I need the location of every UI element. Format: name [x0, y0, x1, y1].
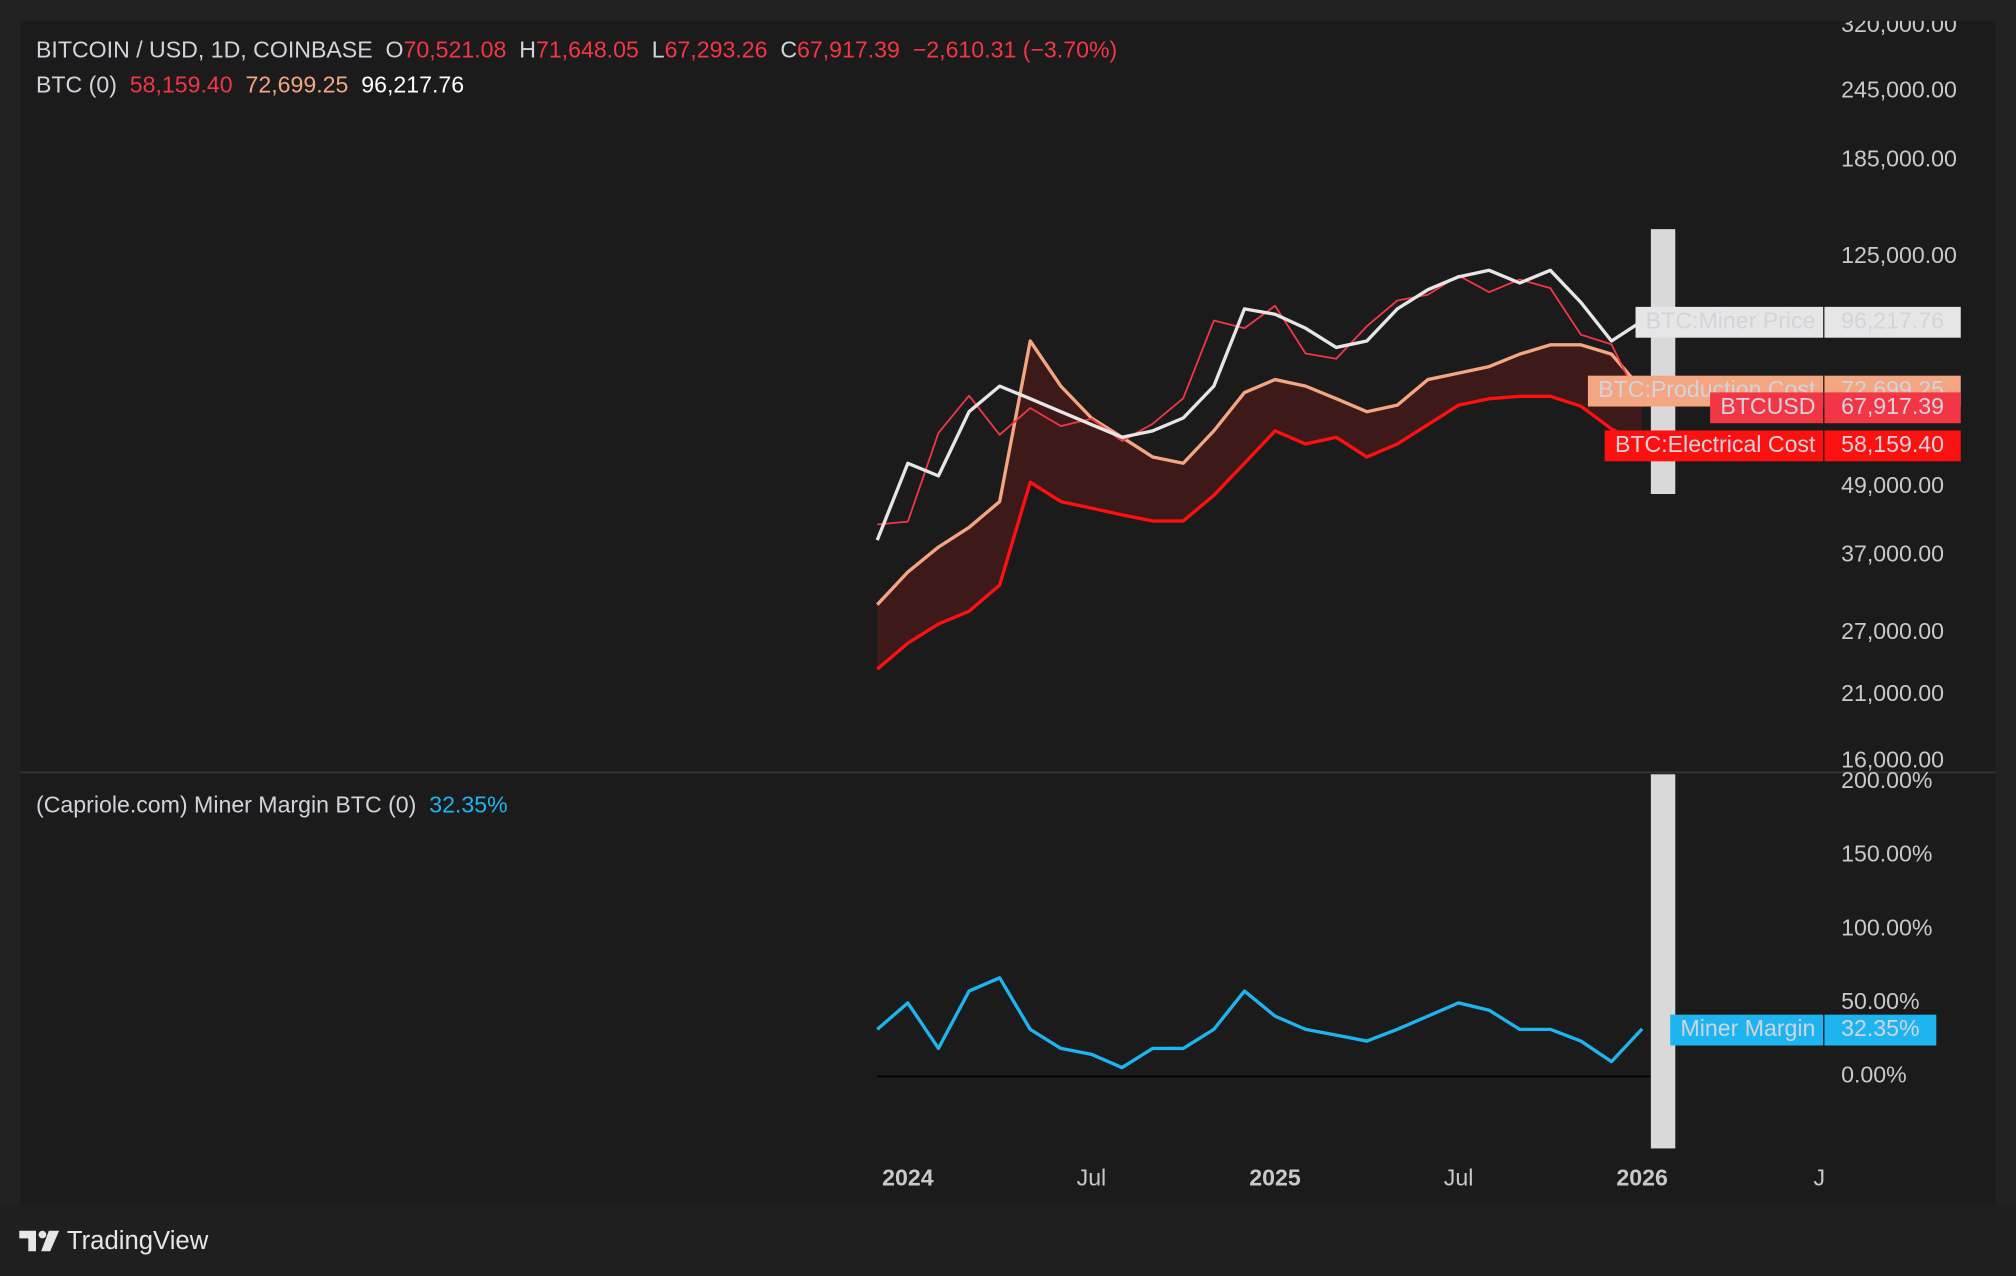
- last-value-label: 58,159.40: [1841, 431, 1944, 457]
- cost-band: [877, 341, 1643, 670]
- last-value-tag: BTCUSD 67,917.39: [1710, 392, 1961, 424]
- ohlc-key: H: [519, 37, 536, 63]
- logo-shape: [41, 1230, 60, 1252]
- series-line: [876, 394, 1643, 671]
- series-value-box: [1824, 430, 1961, 462]
- x-tick-label: Jul: [1444, 1164, 1474, 1190]
- logo-shape: [38, 1230, 47, 1239]
- y-tick-label: 100.00%: [1841, 914, 1932, 940]
- legend-entry: BTCUSD: [1720, 393, 1815, 419]
- x-tick-label: 2024: [882, 1164, 934, 1190]
- x-tick-label: 2026: [1616, 1164, 1668, 1190]
- series-name-box: [1604, 430, 1824, 462]
- y-tick-label: 150.00%: [1841, 841, 1932, 867]
- series-value-box: [1824, 1014, 1937, 1046]
- y-tick-label: 0.00%: [1841, 1062, 1907, 1088]
- y-tick-label: 16,000.00: [1841, 747, 1944, 773]
- legend-entry: BTC:Electrical Cost: [1615, 431, 1816, 457]
- series-line: [876, 976, 1644, 1070]
- indicator-value: 58,159.40: [130, 72, 233, 98]
- plot-area: [875, 268, 1644, 671]
- last-value-label: 32.35%: [1841, 1015, 1919, 1041]
- ohlc-value: 71,648.05: [536, 37, 639, 63]
- legend-entry: Miner Margin: [1680, 1015, 1815, 1041]
- y-tick-label: 21,000.00: [1841, 680, 1944, 706]
- price-change: −2,610.31 (−3.70%): [913, 37, 1117, 63]
- series-line: [875, 268, 1644, 541]
- y-tick-label: 27,000.00: [1841, 618, 1944, 644]
- x-tick-label: 2025: [1249, 1164, 1301, 1190]
- margin-header: (Capriole.com) Miner Margin BTC (0) 32.35…: [36, 792, 508, 818]
- x-axis: 2024 Jul 2025 Jul 2026 Ju: [882, 1164, 1837, 1190]
- y-tick-label: 320,000.00: [1841, 11, 1957, 37]
- footer-brand: TradingView: [67, 1227, 209, 1255]
- indicator-value: 72,699.25: [246, 72, 349, 98]
- last-value-tag: Miner Margin 32.35%: [1670, 1014, 1937, 1046]
- footer-bar: [0, 1205, 2016, 1276]
- y-tick-label: 50.00%: [1841, 988, 1919, 1014]
- y-tick-label: 185,000.00: [1841, 146, 1957, 172]
- indicator-value: 96,217.76: [361, 72, 464, 98]
- last-value-tag: BTC:Production Cost 72,699.25: [1587, 375, 1961, 407]
- ohlc-key: C: [780, 37, 797, 63]
- series-value-box: [1824, 392, 1961, 424]
- symbol-title: BITCOIN / USD, 1D, COINBASE: [36, 37, 373, 63]
- series-value-box: [1824, 306, 1961, 338]
- last-bar-highlight: [1650, 774, 1676, 1149]
- tradingview-logo: [19, 1230, 60, 1252]
- x-tick-label: Jul: [1077, 1164, 1107, 1190]
- ohlc-value: 67,917.39: [797, 37, 900, 63]
- last-value-label: 96,217.76: [1841, 307, 1944, 333]
- y-tick-label: 200.00%: [1841, 767, 1932, 793]
- y-tick-label: 37,000.00: [1841, 541, 1944, 567]
- ohlc-key: L: [652, 37, 665, 63]
- y-tick-label: 125,000.00: [1841, 242, 1957, 268]
- y-tick-label: 245,000.00: [1841, 77, 1957, 103]
- indicator-header: BTC (0) 58,159.40 72,699.25 96,217.76: [36, 72, 464, 98]
- last-value-label: 67,917.39: [1841, 393, 1944, 419]
- series-name-box: [1635, 306, 1824, 338]
- logo-shape: [19, 1230, 36, 1252]
- series-name-box: [1710, 392, 1824, 424]
- indicator-title: BTC (0): [36, 72, 117, 98]
- price-header: BITCOIN / USD, 1D, COINBASE O70,521.08 H71…: [36, 37, 1117, 63]
- last-value-tag: BTC:Electrical Cost 58,159.40: [1604, 430, 1961, 462]
- series-name-box: [1670, 1014, 1824, 1046]
- ohlc-value: 67,293.26: [665, 37, 768, 63]
- chart-layer: 16,000.00 21,000.00 27,000.00 37,000.00 49,0…: [875, 11, 1961, 1190]
- margin-value: 32.35%: [429, 792, 507, 818]
- plot-area: [876, 976, 1658, 1078]
- y-tick-label: 49,000.00: [1841, 472, 1944, 498]
- ohlc-key: O: [386, 37, 404, 63]
- ohlc-value: 70,521.08: [404, 37, 507, 63]
- x-tick-label: Ju: [1813, 1164, 1837, 1190]
- legend-entry: BTC:Miner Price: [1646, 307, 1816, 333]
- margin-title: (Capriole.com) Miner Margin BTC (0): [36, 792, 416, 818]
- last-value-tag: BTC:Miner Price 96,217.76: [1635, 306, 1961, 338]
- series-line: [876, 339, 1644, 606]
